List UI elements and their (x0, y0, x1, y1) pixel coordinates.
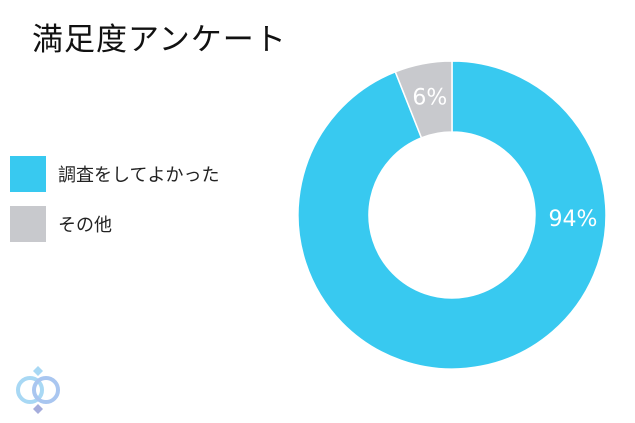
legend-swatch-other (10, 206, 46, 242)
data-label-0: 94% (549, 207, 598, 232)
legend: 調査をしてよかった その他 (10, 156, 219, 256)
chart-title: 満足度アンケート (32, 22, 287, 58)
legend-label-satisfied: 調査をしてよかった (58, 165, 220, 186)
legend-item-other: その他 (10, 206, 219, 242)
donut-slice-0 (297, 60, 607, 370)
legend-label-other: その他 (58, 215, 112, 236)
donut-slice-1 (394, 60, 453, 139)
legend-item-satisfied: 調査をしてよかった (10, 156, 219, 192)
data-label-1: 6% (412, 86, 447, 111)
legend-swatch-satisfied (10, 156, 46, 192)
interlocked-rings-logo-icon (16, 366, 60, 414)
